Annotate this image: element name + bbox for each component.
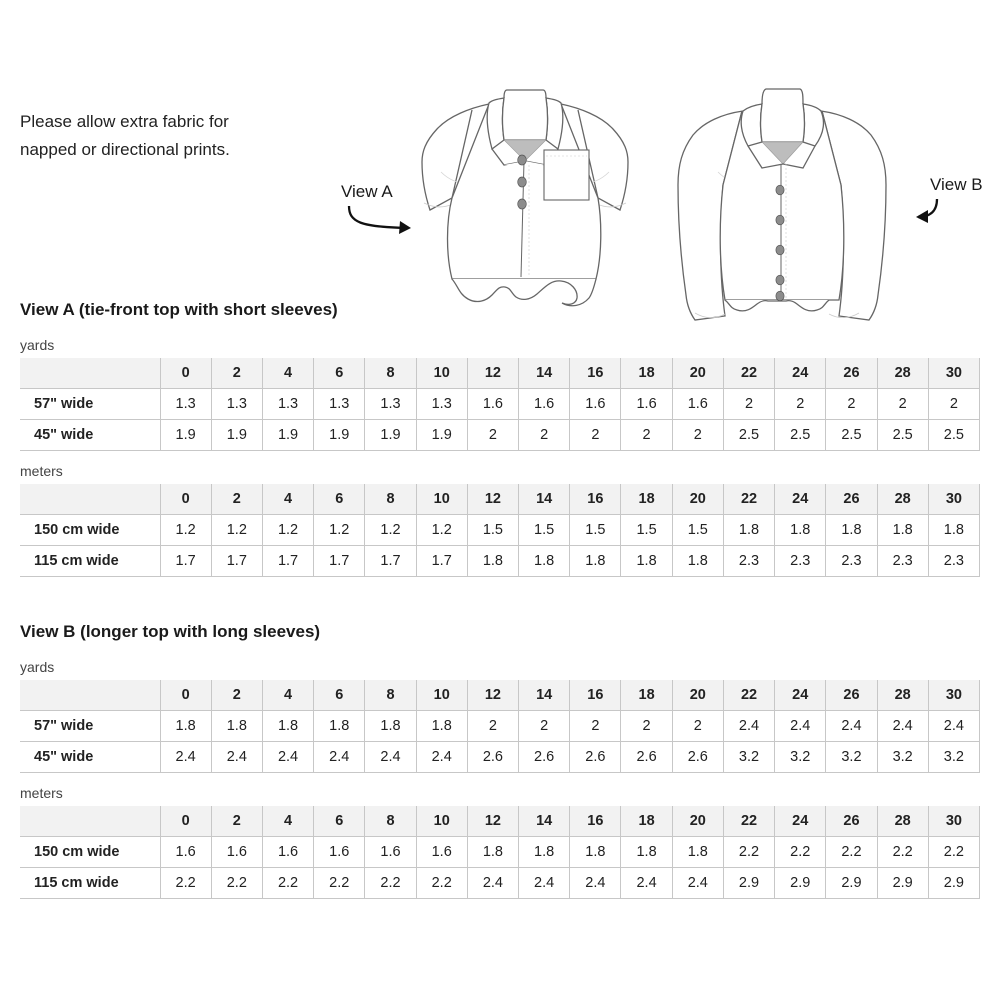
svg-text:View B: View B	[930, 175, 983, 194]
svg-text:View A: View A	[341, 182, 393, 201]
